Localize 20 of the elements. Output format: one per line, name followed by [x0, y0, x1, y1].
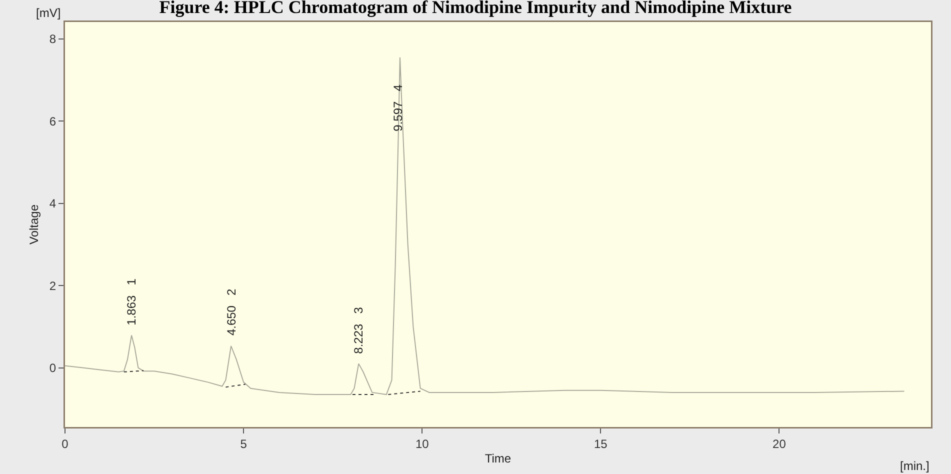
x-axis-title: Time [484, 452, 512, 466]
text: [min.] [900, 459, 930, 473]
y-tick-label: 6 [49, 114, 56, 128]
y-tick-label: 4 [49, 196, 56, 211]
x-tick-label: 15 [594, 436, 608, 451]
x-tick-label: 5 [240, 436, 248, 451]
line-series [65, 56, 905, 396]
y-tick-label: 8 [49, 32, 56, 46]
y-axis-title: Voltage [26, 204, 41, 245]
x-tick-label: 20 [772, 436, 786, 451]
y-tick-label: 0 [49, 360, 56, 375]
annotation: 9.597 4 [391, 84, 406, 132]
x-tick-label: 10 [415, 436, 430, 451]
text: [mV] [36, 6, 61, 20]
annotation: 1.863 1 [124, 278, 139, 326]
y-tick-label: 2 [49, 278, 56, 293]
annotation: 4.650 2 [224, 288, 239, 336]
annotation: 8.223 3 [351, 306, 366, 354]
chart-title: Figure 4: HPLC Chromatogram of Nimodipine Impurity and Nimodipine Mixture [159, 0, 792, 18]
x-tick-label: 0 [62, 436, 69, 451]
